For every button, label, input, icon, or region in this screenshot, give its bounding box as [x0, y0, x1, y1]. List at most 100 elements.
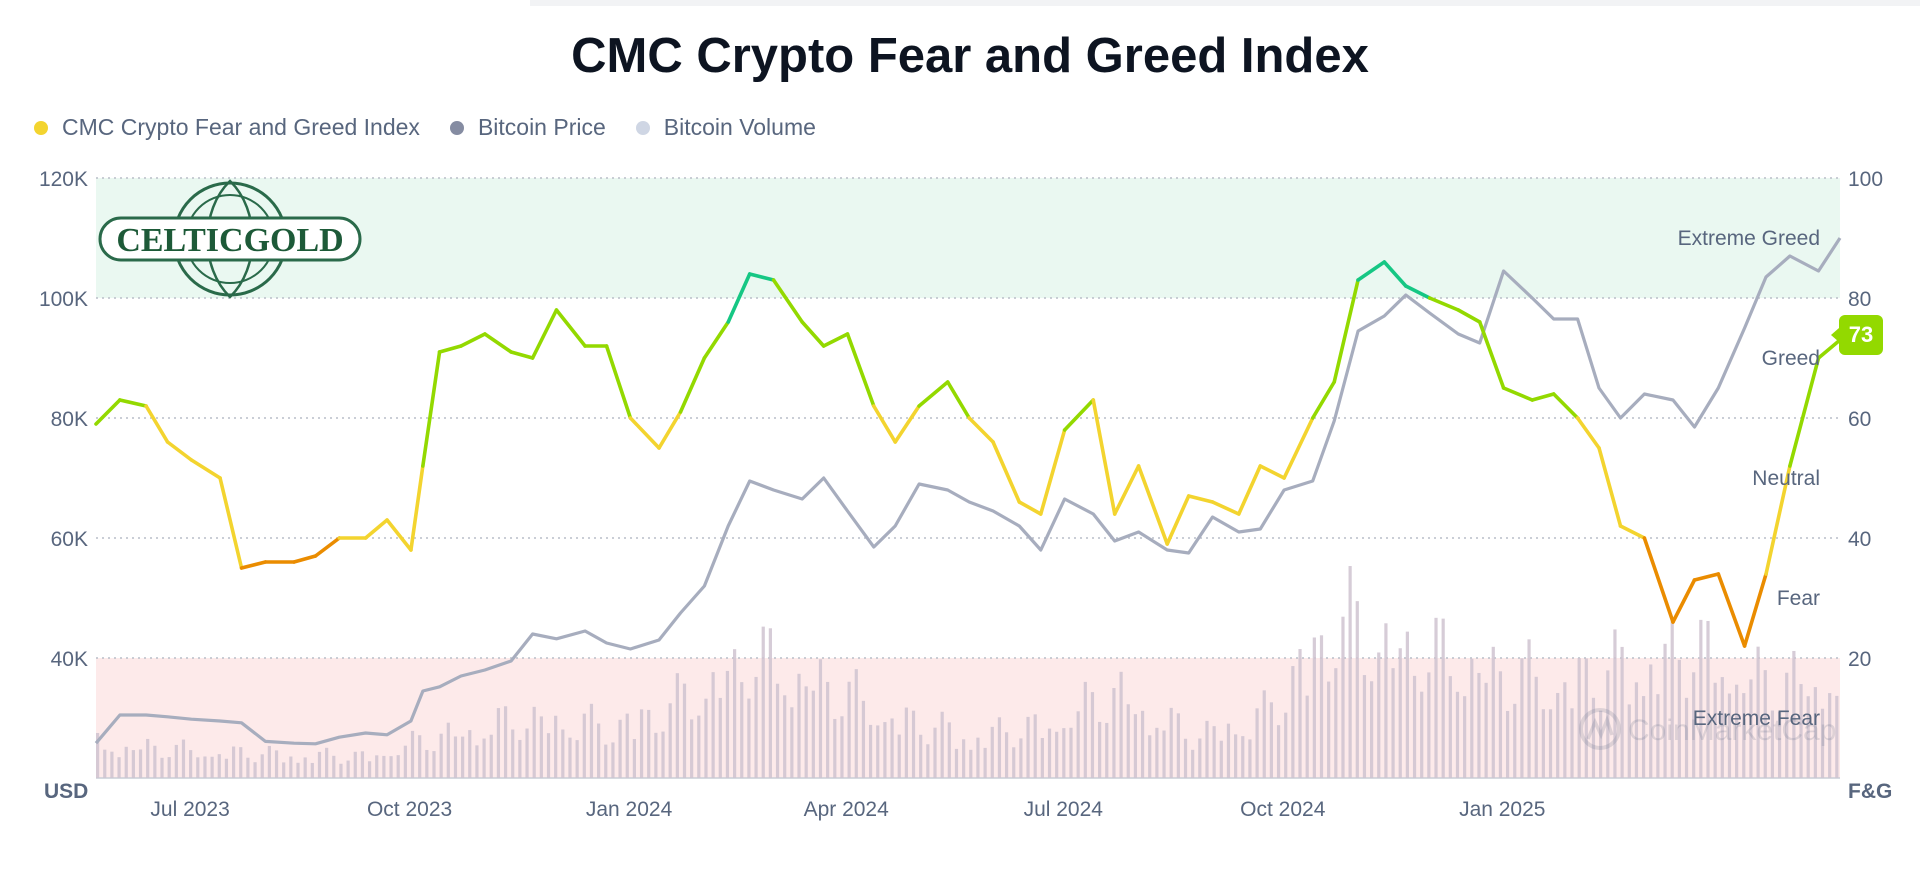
- volume-bar: [747, 698, 751, 778]
- volume-bar: [1133, 714, 1138, 778]
- volume-bar: [410, 730, 415, 778]
- x-tick-label: Apr 2024: [804, 798, 890, 821]
- volume-bar: [1348, 566, 1352, 778]
- volume-bar: [1527, 639, 1531, 778]
- bitcoin-price-line: [94, 237, 1842, 746]
- fear-greed-segment: [1716, 572, 1747, 648]
- volume-bar: [396, 755, 400, 778]
- volume-bar: [1477, 672, 1481, 778]
- volume-bar: [575, 740, 579, 778]
- fear-greed-segment: [1597, 446, 1623, 528]
- volume-bar: [267, 745, 271, 778]
- fear-greed-segment: [821, 332, 850, 348]
- volume-bar: [1427, 672, 1431, 778]
- fear-greed-segment: [1382, 260, 1408, 288]
- fear-greed-segment: [747, 272, 776, 282]
- volume-bar: [1742, 693, 1746, 778]
- volume-bar: [1541, 709, 1545, 778]
- volume-bar: [969, 749, 973, 778]
- volume-bar: [360, 751, 365, 778]
- volume-bar: [382, 755, 386, 778]
- fear-greed-segment: [893, 404, 921, 444]
- volume-bar: [1169, 707, 1173, 778]
- fear-greed-segment: [239, 560, 268, 570]
- volume-bar: [196, 757, 200, 778]
- volume-bar: [604, 744, 608, 778]
- legend-dot-fear-greed: [34, 120, 48, 135]
- volume-bar: [239, 747, 243, 778]
- volume-bar: [1634, 682, 1639, 778]
- legend-item-bitcoin-volume[interactable]: Bitcoin Volume: [635, 114, 816, 141]
- celticgold-logo: CELTICGOLD: [98, 179, 362, 299]
- volume-bar: [1749, 679, 1753, 778]
- fear-greed-segment: [657, 410, 683, 450]
- volume-bar: [962, 739, 966, 778]
- volume-bar: [146, 738, 150, 778]
- fear-greed-segment: [1551, 392, 1580, 420]
- legend-item-bitcoin-price[interactable]: Bitcoin Price: [449, 114, 606, 141]
- volume-bar: [1162, 730, 1166, 778]
- volume-bar: [296, 762, 300, 778]
- volume-bar: [418, 735, 422, 778]
- y-right-tick-label: 20: [1848, 648, 1871, 671]
- volume-bar: [1126, 704, 1130, 778]
- volume-bar: [554, 715, 558, 778]
- volume-bar: [1391, 668, 1395, 778]
- x-tick-label: Jan 2024: [586, 798, 673, 821]
- fear-greed-segment: [144, 404, 170, 444]
- volume-bar: [647, 709, 651, 778]
- volume-bar: [1327, 681, 1331, 778]
- zone-label: Greed: [1762, 347, 1820, 370]
- fear-greed-segment: [1501, 386, 1535, 402]
- fear-greed-segment: [1186, 494, 1215, 504]
- volume-bar: [1513, 703, 1517, 778]
- volume-bar: [346, 760, 350, 778]
- volume-bar: [611, 742, 615, 778]
- fear-greed-segment: [409, 464, 425, 552]
- zone-label: Fear: [1777, 587, 1820, 610]
- zone-band: [96, 178, 1840, 298]
- volume-bar: [1455, 691, 1460, 778]
- volume-bar: [446, 722, 450, 778]
- y-left-tick-label: 120K: [39, 168, 88, 191]
- legend-dot-bitcoin-volume: [635, 120, 650, 135]
- volume-bar: [110, 751, 114, 778]
- label-layer: 120K 100K 80K 60K 40K USD 100 80 60 40 20 F&G Jul 20…: [39, 168, 1892, 821]
- fear-greed-segment: [554, 308, 587, 348]
- fear-greed-segment: [1310, 380, 1337, 420]
- volume-bar: [482, 738, 486, 778]
- y-right-tick-label: 60: [1848, 408, 1871, 431]
- volume-bar: [1355, 601, 1359, 778]
- volume-bar: [1105, 722, 1109, 778]
- volume-bar: [1620, 646, 1624, 778]
- volume-bar: [740, 682, 744, 778]
- x-tick-label: Jul 2023: [150, 798, 229, 821]
- zone-label: Extreme Fear: [1693, 707, 1820, 730]
- volume-bar: [1191, 749, 1195, 778]
- volume-bar: [511, 729, 515, 778]
- volume-bar: [711, 672, 715, 778]
- fear-greed-segment: [1038, 428, 1067, 516]
- fear-greed-segment: [967, 416, 995, 444]
- volume-bar: [733, 649, 737, 778]
- volume-bar: [525, 728, 529, 778]
- volume-bar: [489, 734, 493, 778]
- volume-bar: [1720, 677, 1724, 778]
- volume-bar: [403, 745, 407, 778]
- fear-greed-segment: [189, 458, 222, 480]
- volume-bar: [367, 761, 372, 778]
- fear-greed-segment: [363, 518, 389, 540]
- volume-bar: [117, 757, 121, 778]
- volume-bar: [1262, 690, 1266, 778]
- volume-bar: [1098, 721, 1102, 778]
- fear-greed-segment: [1671, 578, 1697, 624]
- volume-bar: [804, 686, 808, 778]
- volume-bar: [1377, 652, 1381, 778]
- svg-text:CoinMarketCap: CoinMarketCap: [1628, 714, 1836, 747]
- volume-bar: [1656, 694, 1660, 778]
- legend-label-bitcoin-volume: Bitcoin Volume: [663, 114, 816, 140]
- y-left-tick-label: 40K: [51, 648, 88, 671]
- legend-item-fear-greed[interactable]: CMC Crypto Fear and Greed Index: [34, 114, 420, 141]
- volume-bar: [503, 706, 508, 778]
- volume-bar: [1699, 619, 1703, 778]
